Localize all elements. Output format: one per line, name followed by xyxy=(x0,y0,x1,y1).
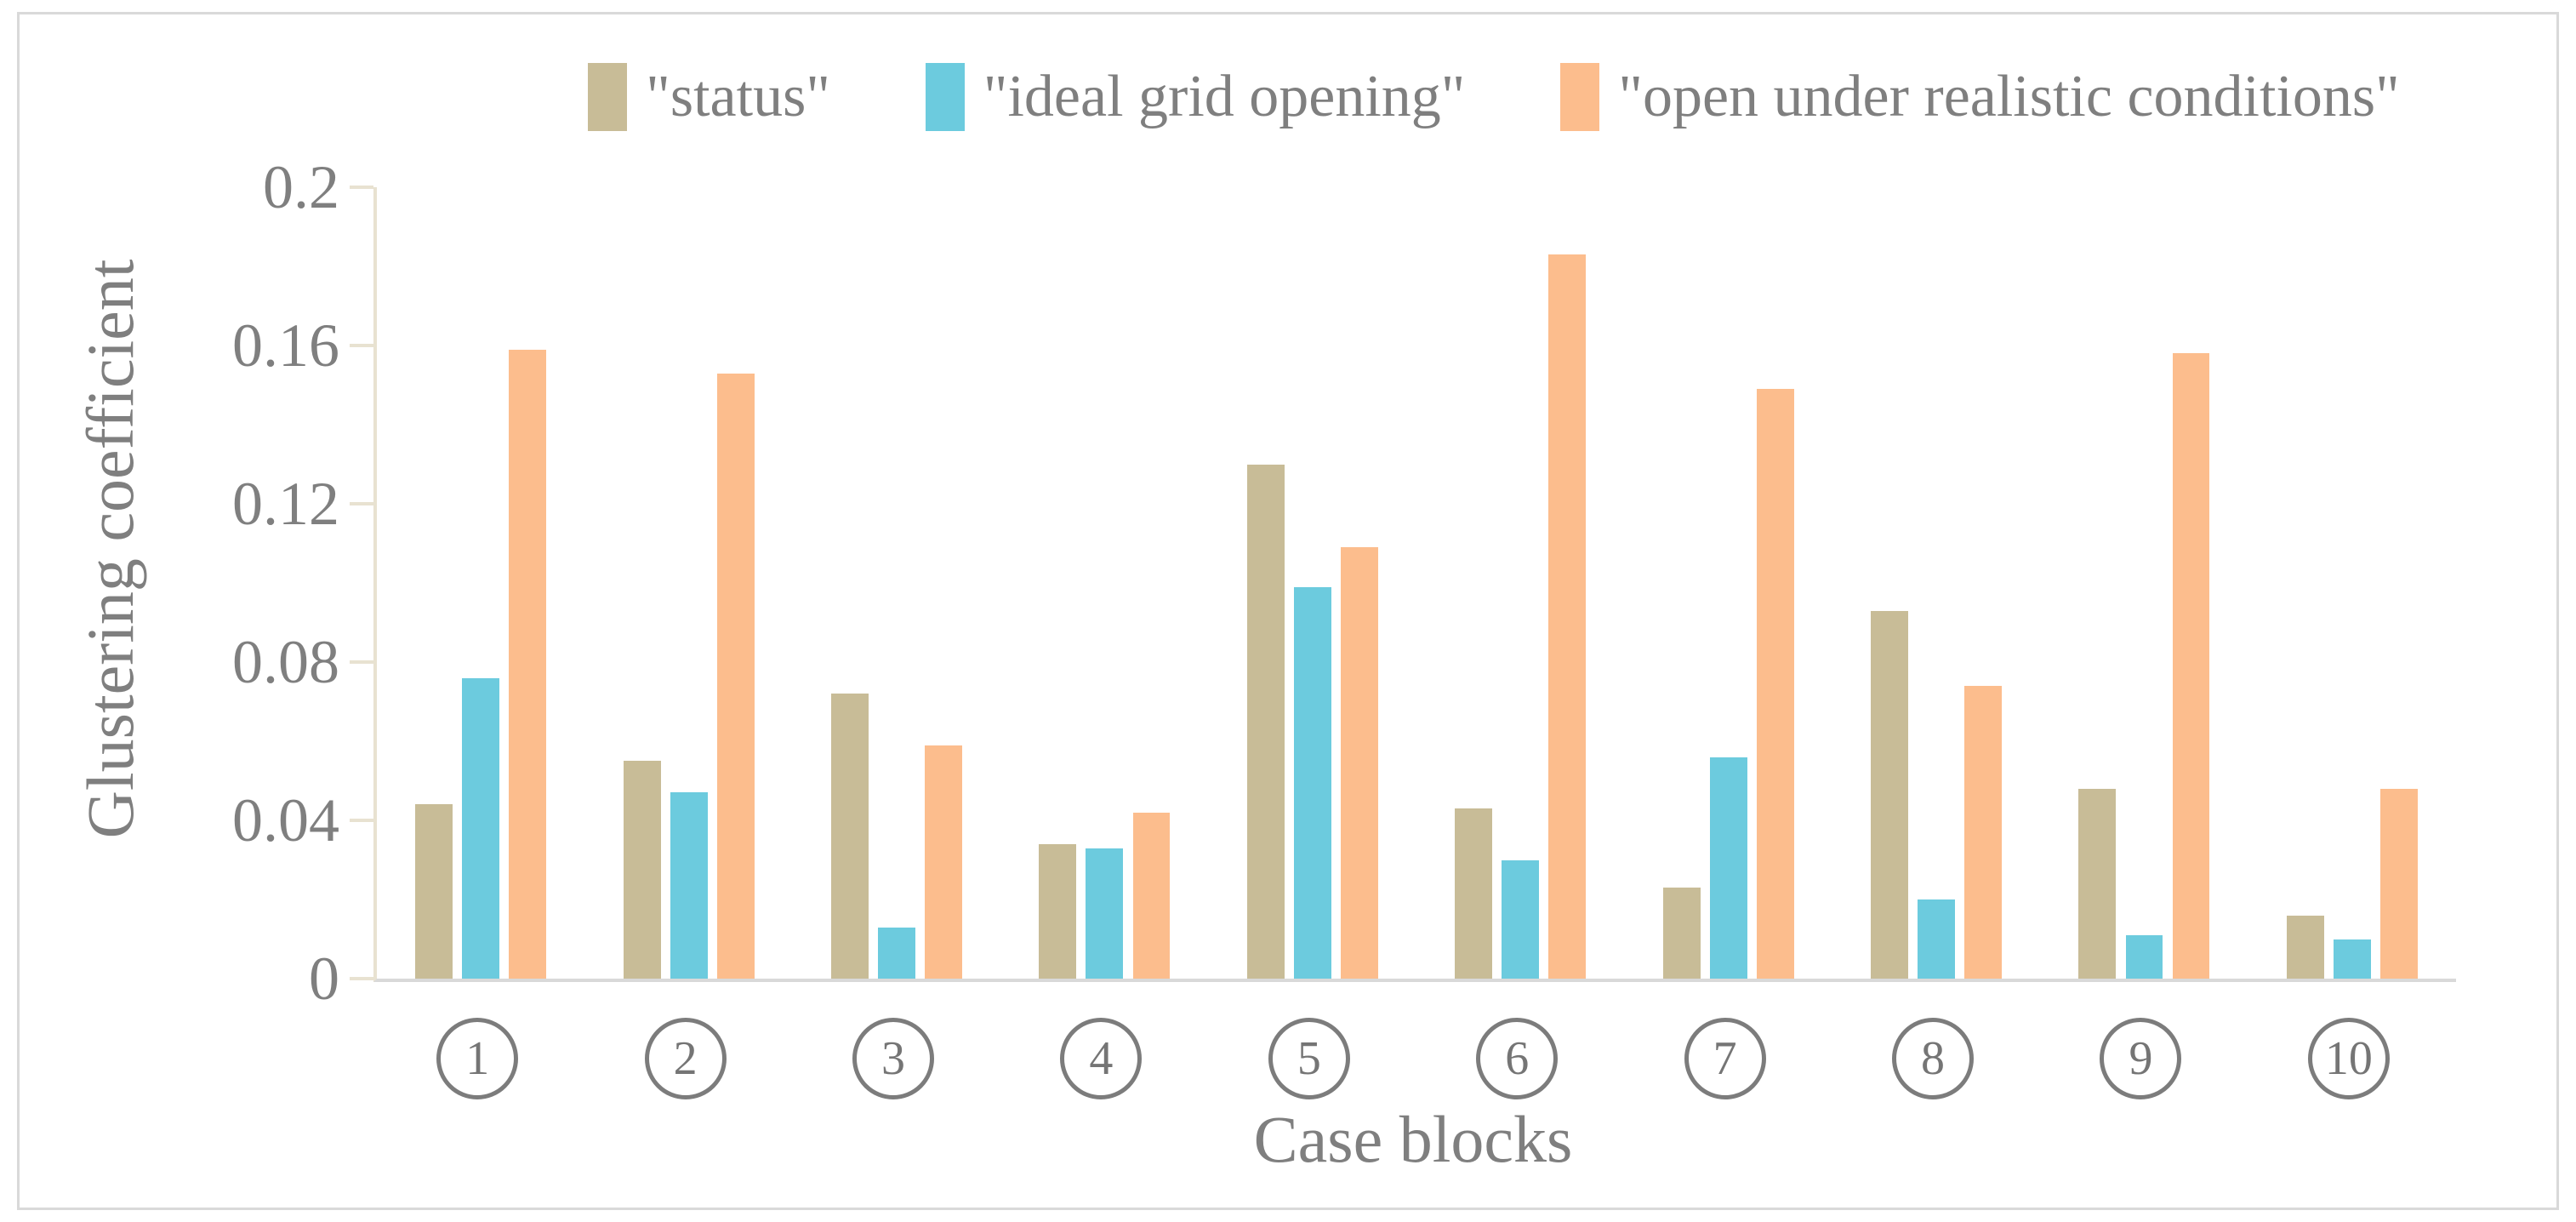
legend-item-ideal-grid-opening: "ideal grid opening" xyxy=(925,63,1466,131)
bar-cluster xyxy=(1662,187,1794,979)
x-label-cell: 10 xyxy=(2245,1018,2453,1099)
bar-group-9 xyxy=(2040,187,2248,979)
y-tick-mark xyxy=(350,660,373,664)
bar-cluster xyxy=(1455,187,1587,979)
y-tick-mark xyxy=(350,502,373,505)
x-label-cell: 3 xyxy=(789,1018,997,1099)
y-tick-mark xyxy=(350,977,373,980)
x-axis-labels: 1 2 3 4 5 6 7 8 9 10 xyxy=(373,1018,2453,1099)
bar-cluster xyxy=(1039,187,1171,979)
bar-group-10 xyxy=(2248,187,2456,979)
bar-status-4 xyxy=(1039,843,1077,979)
bar-status-5 xyxy=(1246,464,1285,979)
bar-group-5 xyxy=(1209,187,1416,979)
y-tick-mark xyxy=(350,186,373,189)
legend-label-open-under-realistic-conditions: "open under realistic conditions" xyxy=(1618,64,2400,129)
legend-marker-open-under-realistic-conditions xyxy=(1560,63,1600,131)
bar-open-under-realistic-conditions-5 xyxy=(1340,547,1378,979)
legend-marker-ideal-grid-opening xyxy=(925,63,965,131)
bar-open-under-realistic-conditions-6 xyxy=(1548,254,1587,979)
figure-border xyxy=(17,12,2559,1210)
bar-status-9 xyxy=(2078,788,2117,979)
x-label-circled-1: 1 xyxy=(436,1018,519,1099)
x-label-circled-5: 5 xyxy=(1268,1018,1350,1099)
bar-group-8 xyxy=(1832,187,2040,979)
legend-marker-status xyxy=(588,63,628,131)
x-label-cell: 1 xyxy=(373,1018,581,1099)
x-label-circled-6: 6 xyxy=(1476,1018,1559,1099)
bar-ideal-grid-opening-6 xyxy=(1502,859,1540,979)
bar-status-1 xyxy=(415,804,453,979)
y-tick-label: 0 xyxy=(309,945,339,1013)
bar-ideal-grid-opening-5 xyxy=(1293,586,1331,979)
bar-group-6 xyxy=(1416,187,1624,979)
y-tick-mark xyxy=(350,344,373,347)
bar-ideal-grid-opening-8 xyxy=(1918,899,1955,979)
bar-group-4 xyxy=(1000,187,1208,979)
bar-open-under-realistic-conditions-8 xyxy=(1964,685,2003,979)
bar-status-3 xyxy=(831,694,869,979)
x-label-cell: 9 xyxy=(2037,1018,2244,1099)
bar-cluster xyxy=(623,187,755,979)
bar-status-7 xyxy=(1662,888,1701,979)
x-label-cell: 4 xyxy=(997,1018,1205,1099)
y-tick-label: 0.2 xyxy=(263,153,339,221)
bar-cluster xyxy=(2286,187,2418,979)
y-tick-label: 0.12 xyxy=(232,470,339,538)
bar-status-8 xyxy=(1871,610,1908,979)
bar-open-under-realistic-conditions-7 xyxy=(1756,389,1794,979)
bar-group-3 xyxy=(793,187,1000,979)
x-label-circled-3: 3 xyxy=(852,1018,935,1099)
bar-cluster xyxy=(2078,187,2210,979)
y-tick-label: 0.04 xyxy=(232,786,339,854)
bar-ideal-grid-opening-10 xyxy=(2333,939,2371,979)
plot-area: 0 0.04 0.08 0.12 0.16 0.2 xyxy=(232,157,2456,1009)
bar-open-under-realistic-conditions-3 xyxy=(925,745,962,979)
bar-ideal-grid-opening-1 xyxy=(462,677,500,979)
bar-ideal-grid-opening-3 xyxy=(878,927,915,979)
bar-open-under-realistic-conditions-2 xyxy=(716,373,755,979)
x-label-cell: 7 xyxy=(1621,1018,1828,1099)
bar-status-10 xyxy=(2286,915,2324,979)
x-label-circled-8: 8 xyxy=(1892,1018,1975,1099)
bar-group-7 xyxy=(1624,187,1832,979)
bar-status-6 xyxy=(1455,808,1493,979)
bar-ideal-grid-opening-9 xyxy=(2125,934,2163,979)
x-label-cell: 6 xyxy=(1413,1018,1621,1099)
y-tick-mark xyxy=(350,819,373,822)
bar-group-2 xyxy=(584,187,792,979)
bar-open-under-realistic-conditions-10 xyxy=(2379,788,2418,979)
bar-group-1 xyxy=(377,187,584,979)
x-label-cell: 5 xyxy=(1205,1018,1413,1099)
bar-ideal-grid-opening-2 xyxy=(670,792,708,979)
x-label-cell: 8 xyxy=(1829,1018,2037,1099)
x-label-circled-2: 2 xyxy=(644,1018,727,1099)
bar-open-under-realistic-conditions-1 xyxy=(509,349,547,979)
legend-label-ideal-grid-opening: "ideal grid opening" xyxy=(983,64,1466,129)
x-axis-title: Case blocks xyxy=(1253,1102,1573,1176)
bar-ideal-grid-opening-7 xyxy=(1709,757,1747,979)
x-label-circled-9: 9 xyxy=(2100,1018,2182,1099)
bar-cluster xyxy=(1246,187,1378,979)
x-label-circled-4: 4 xyxy=(1060,1018,1143,1099)
y-tick-label: 0.08 xyxy=(232,628,339,696)
legend: "status" "ideal grid opening" "open under … xyxy=(454,63,2533,131)
bar-open-under-realistic-conditions-4 xyxy=(1132,812,1171,979)
bar-open-under-realistic-conditions-9 xyxy=(2172,353,2210,979)
bar-groups xyxy=(377,187,2456,979)
bar-cluster xyxy=(415,187,547,979)
legend-item-open-under-realistic-conditions: "open under realistic conditions" xyxy=(1560,63,2400,131)
bar-cluster xyxy=(1871,187,2003,979)
x-label-circled-7: 7 xyxy=(1684,1018,1766,1099)
bar-status-2 xyxy=(623,761,661,979)
x-label-cell: 2 xyxy=(581,1018,789,1099)
x-label-circled-10: 10 xyxy=(2307,1018,2390,1099)
bar-ideal-grid-opening-4 xyxy=(1086,848,1124,979)
bar-cluster xyxy=(831,187,962,979)
legend-item-status: "status" xyxy=(588,63,830,131)
y-tick-label: 0.16 xyxy=(232,311,339,380)
legend-label-status: "status" xyxy=(646,64,830,129)
